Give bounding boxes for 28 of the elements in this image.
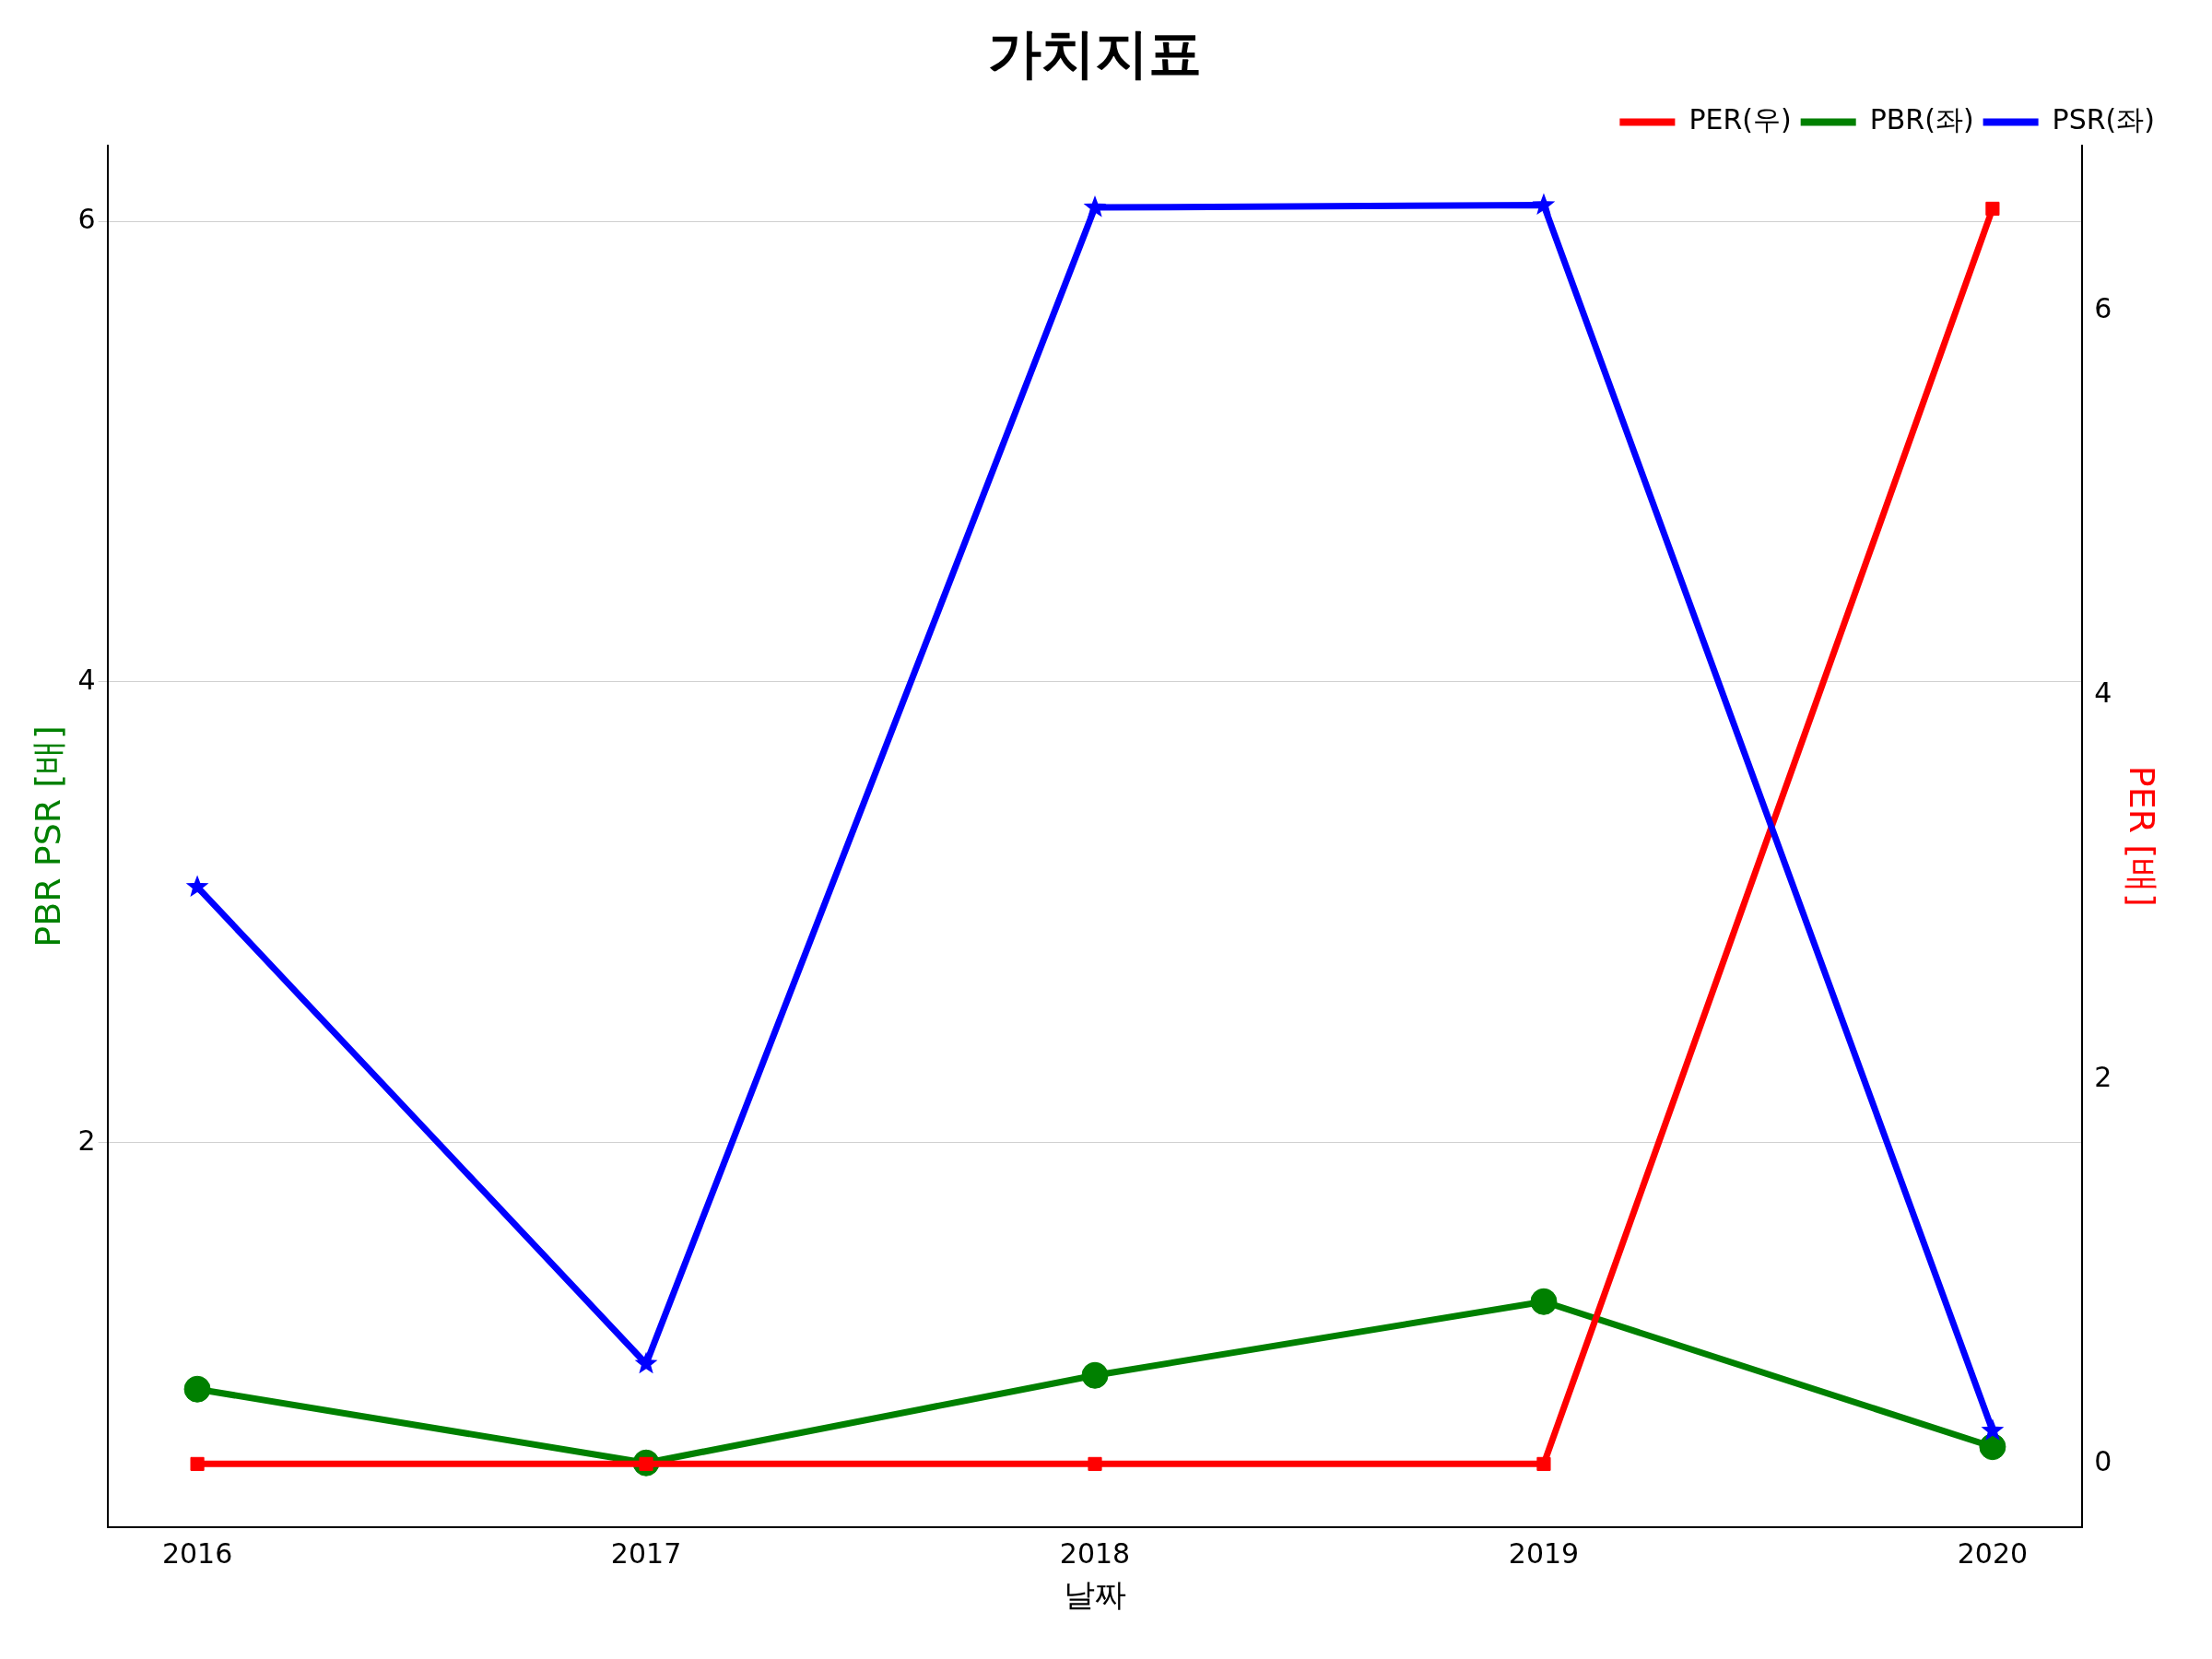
y-tick-label: 2 bbox=[77, 1124, 96, 1157]
y-tick-label: 4 bbox=[77, 663, 96, 696]
point bbox=[185, 875, 209, 897]
y-axis-title: PBR PSR [배] bbox=[27, 725, 68, 947]
legend-label: PSR(좌) bbox=[2052, 103, 2155, 136]
x-tick-label: 2017 bbox=[610, 1537, 682, 1570]
point bbox=[634, 1351, 658, 1374]
y2-axis-title: PER [배] bbox=[2122, 765, 2163, 907]
chart-title: 가치지표 bbox=[988, 21, 1202, 85]
point bbox=[1083, 195, 1107, 218]
y2-tick-label: 6 bbox=[2094, 291, 2112, 324]
point bbox=[1081, 1361, 1109, 1389]
point bbox=[1979, 1433, 2006, 1461]
x-axis-title: 날짜 bbox=[1064, 1576, 1126, 1614]
point bbox=[1532, 193, 1556, 216]
x-tick-label: 2020 bbox=[1957, 1537, 2029, 1570]
point bbox=[1981, 1418, 2005, 1441]
x-tick-label: 2019 bbox=[1508, 1537, 1580, 1570]
point bbox=[1530, 1288, 1558, 1315]
x-tick-label: 2018 bbox=[1059, 1537, 1131, 1570]
y2-tick-label: 2 bbox=[2094, 1061, 2112, 1094]
y2-tick-label: 0 bbox=[2094, 1445, 2112, 1478]
legend-label: PER(우) bbox=[1688, 103, 1792, 136]
x-tick-label: 2016 bbox=[161, 1537, 233, 1570]
y-tick-label: 6 bbox=[77, 202, 96, 235]
point bbox=[183, 1375, 211, 1403]
legend-label: PBR(좌) bbox=[1869, 103, 1974, 136]
y2-tick-label: 4 bbox=[2094, 676, 2112, 709]
